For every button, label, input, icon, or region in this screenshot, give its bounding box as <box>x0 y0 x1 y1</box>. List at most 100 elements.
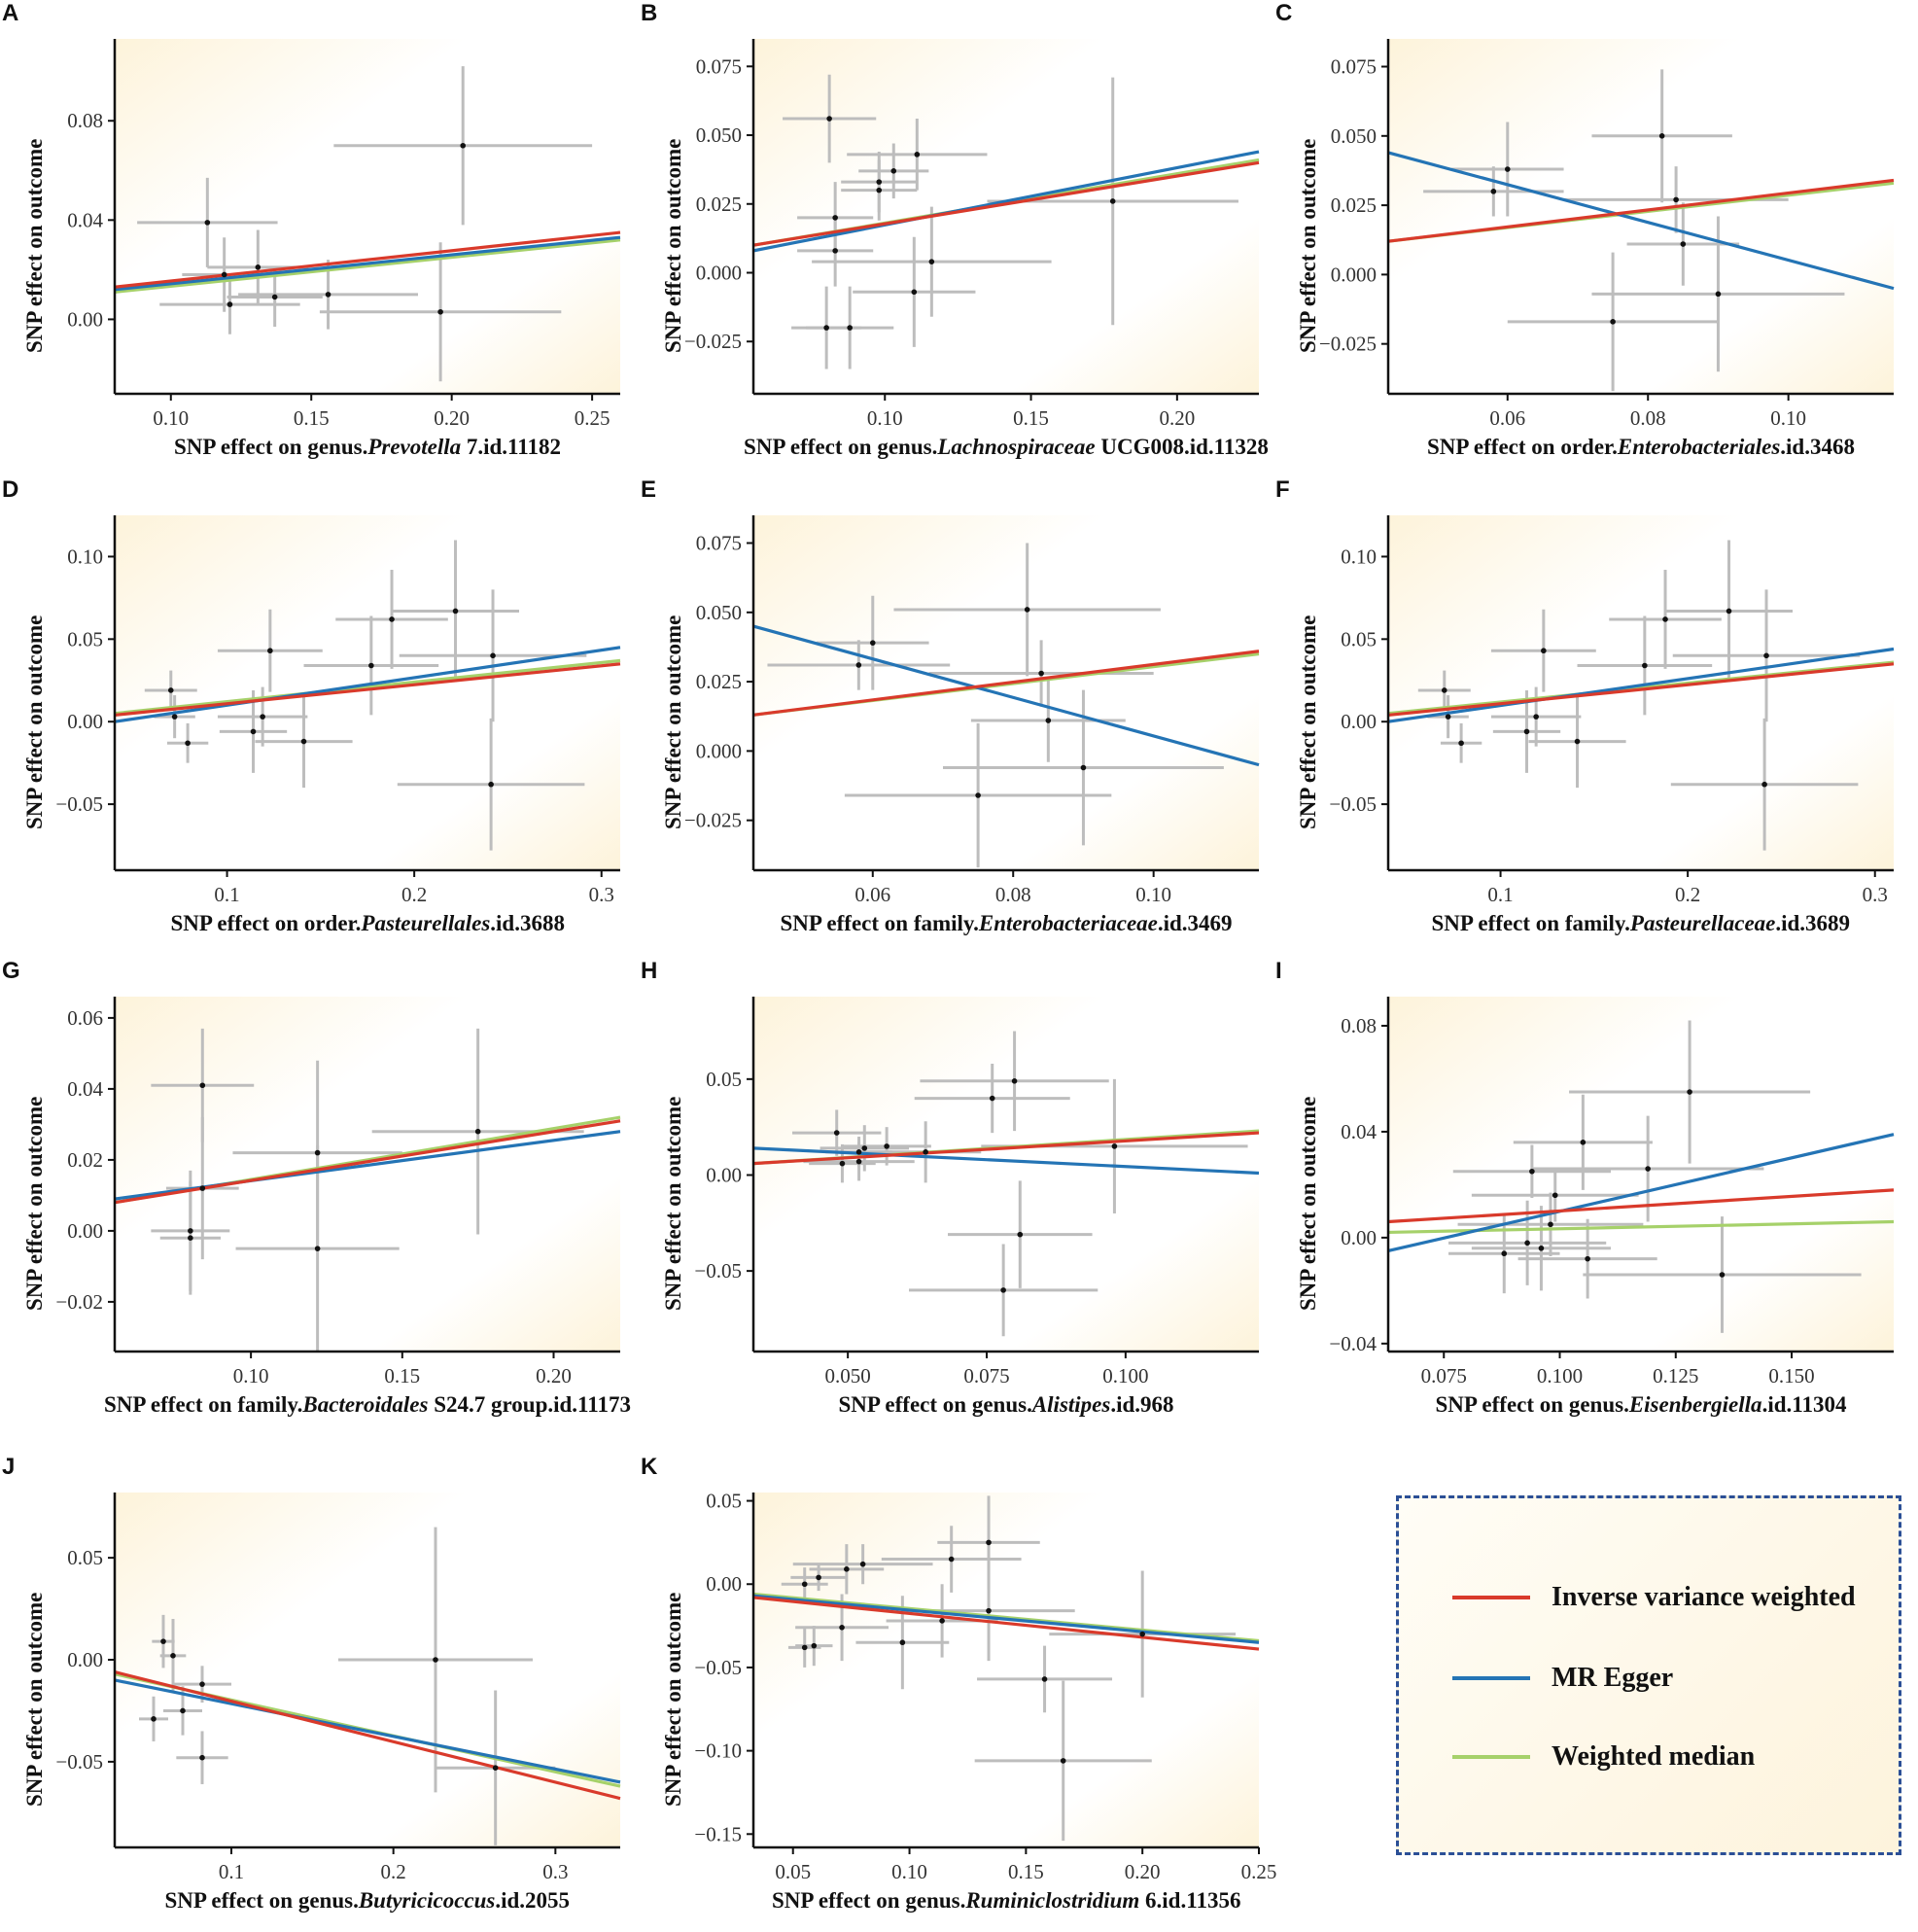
data-point <box>1673 196 1679 203</box>
data-point <box>839 1625 845 1631</box>
legend-label-wmed: Weighted median <box>1552 1741 1756 1772</box>
data-point <box>855 1158 862 1165</box>
y-tick-label: 0.050 <box>1331 124 1377 148</box>
x-tick-label: 0.075 <box>963 1364 1009 1388</box>
data-point <box>1763 652 1769 659</box>
data-point <box>267 648 273 654</box>
x-tick-label: 0.2 <box>381 1860 406 1883</box>
data-point <box>188 1228 193 1234</box>
x-axis-title: SNP effect on genus.Alistipes.id.968 <box>838 1392 1174 1417</box>
data-point <box>1645 1166 1651 1172</box>
panel-letter: I <box>1275 958 1282 984</box>
y-tick-label: 0.00 <box>706 1572 742 1596</box>
x-tick-label: 0.06 <box>1489 406 1525 430</box>
y-tick-label: −0.05 <box>55 792 103 816</box>
data-point <box>255 264 262 270</box>
egger-regression-line <box>1387 647 1895 723</box>
data-point <box>199 1754 205 1761</box>
egger-regression-line <box>752 624 1260 767</box>
y-tick-label: 0.04 <box>67 208 103 231</box>
x-axis-title: SNP effect on family.Enterobacteriaceae.… <box>780 911 1233 935</box>
x-tick-label: 0.100 <box>1537 1364 1583 1388</box>
data-point <box>300 738 307 745</box>
legend-item-ivw: Inverse variance weighted <box>1452 1578 1856 1617</box>
plot-background <box>753 997 1259 1352</box>
data-point <box>811 1642 818 1649</box>
data-point <box>314 1246 321 1251</box>
y-tick-label: 0.05 <box>67 627 103 650</box>
x-tick-label: 0.10 <box>233 1364 269 1388</box>
ivw-regression-line <box>752 160 1260 247</box>
ivw-regression-line <box>1387 178 1895 243</box>
data-point <box>1529 1168 1535 1175</box>
egger-regression-line <box>752 150 1260 253</box>
data-point <box>492 1765 499 1771</box>
panel-letter: H <box>641 958 658 984</box>
plot-background <box>115 1493 620 1847</box>
x-tick-label: 0.3 <box>1863 883 1888 906</box>
y-tick-label: 0.04 <box>1341 1120 1377 1143</box>
plot-background <box>115 39 620 394</box>
data-point <box>855 1149 862 1155</box>
data-point <box>1687 1089 1692 1095</box>
data-point <box>1000 1287 1006 1293</box>
data-point <box>1458 740 1464 747</box>
y-tick-label: −0.05 <box>694 1656 742 1679</box>
data-point <box>832 215 838 221</box>
y-tick-label: −0.025 <box>684 809 742 832</box>
plot-background <box>115 515 620 870</box>
data-point <box>488 781 494 788</box>
x-tick-label: 0.20 <box>1159 406 1195 430</box>
data-point <box>1111 1143 1118 1149</box>
panel-letter: E <box>641 476 657 503</box>
data-point <box>185 740 191 747</box>
y-tick-label: 0.05 <box>706 1490 742 1513</box>
data-point <box>1501 1250 1508 1257</box>
data-point <box>1585 1255 1590 1262</box>
x-tick-label: 0.2 <box>401 883 427 906</box>
y-tick-label: 0.10 <box>67 544 103 568</box>
panel-letter: G <box>2 958 20 984</box>
y-tick-label: 0.02 <box>67 1148 103 1172</box>
egger-regression-line <box>1387 1133 1895 1253</box>
y-tick-label: 0.00 <box>1341 1226 1377 1249</box>
y-tick-label: 0.075 <box>696 54 742 78</box>
panel-letter: C <box>1275 0 1293 26</box>
data-point <box>890 168 897 174</box>
wmed-regression-line <box>1387 660 1895 716</box>
data-point <box>271 294 278 300</box>
wmed-regression-line <box>752 1592 1260 1643</box>
x-tick-label: 0.25 <box>1241 1860 1277 1883</box>
egger-regression-line <box>752 1146 1260 1176</box>
data-point <box>939 1618 945 1624</box>
ivw-regression-line <box>114 230 621 289</box>
y-tick-label: 0.00 <box>67 307 103 331</box>
y-tick-label: 0.050 <box>696 123 742 147</box>
plot-background <box>753 515 1259 870</box>
egger-regression-line <box>114 235 621 292</box>
data-point <box>1080 764 1087 771</box>
egger-swatch <box>1452 1676 1530 1680</box>
panel-letter: J <box>2 1454 16 1480</box>
x-axis-title: SNP effect on genus.Ruminiclostridium 6.… <box>772 1888 1241 1913</box>
wmed-regression-line <box>114 238 621 294</box>
y-tick-label: 0.05 <box>1341 627 1377 650</box>
y-tick-label: 0.00 <box>67 1648 103 1671</box>
data-point <box>1504 166 1511 172</box>
data-point <box>989 1095 995 1102</box>
ivw-regression-line <box>1387 1188 1895 1224</box>
data-point <box>1011 1078 1018 1084</box>
legend-item-wmed: Weighted median <box>1452 1738 1755 1776</box>
wmed-swatch <box>1452 1755 1530 1759</box>
data-point <box>844 1566 850 1572</box>
data-point <box>1680 241 1687 247</box>
data-point <box>171 714 178 720</box>
data-point <box>833 1130 840 1136</box>
legend-label-egger: MR Egger <box>1552 1663 1674 1693</box>
